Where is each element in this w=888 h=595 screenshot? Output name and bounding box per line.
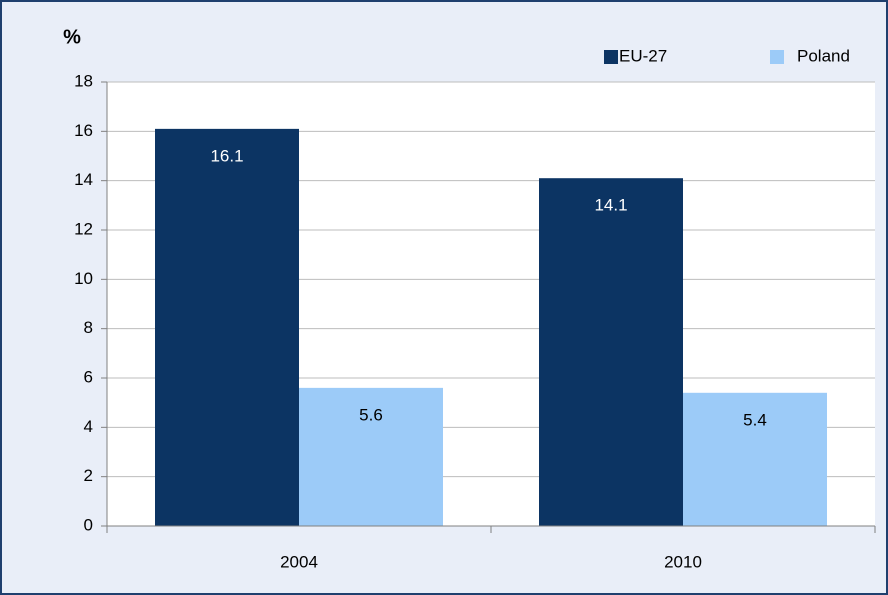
y-tick-label: 2: [84, 466, 93, 485]
data-label: 5.4: [743, 410, 767, 429]
legend-swatch: [604, 50, 618, 64]
bar: [299, 387, 443, 526]
x-tick-label: 2004: [280, 552, 318, 571]
bar: [683, 392, 827, 526]
data-label: 5.6: [359, 405, 383, 424]
y-tick-label: 6: [84, 367, 93, 386]
y-tick-label: 8: [84, 318, 93, 337]
y-tick-label: 4: [84, 417, 93, 436]
legend-label: Poland: [797, 46, 850, 65]
bar: [539, 178, 683, 526]
y-tick-label: 12: [74, 219, 93, 238]
legend-label: EU-27: [619, 46, 667, 65]
y-axis-label: %: [63, 26, 81, 48]
y-tick-label: 18: [74, 71, 93, 90]
data-label: 14.1: [594, 196, 627, 215]
bar: [155, 128, 299, 526]
y-tick-label: 14: [74, 170, 93, 189]
y-tick-label: 10: [74, 269, 93, 288]
y-tick-label: 16: [74, 121, 93, 140]
legend-swatch: [770, 50, 784, 64]
data-label: 16.1: [210, 146, 243, 165]
y-tick-label: 0: [84, 515, 93, 534]
x-tick-label: 2010: [664, 552, 702, 571]
